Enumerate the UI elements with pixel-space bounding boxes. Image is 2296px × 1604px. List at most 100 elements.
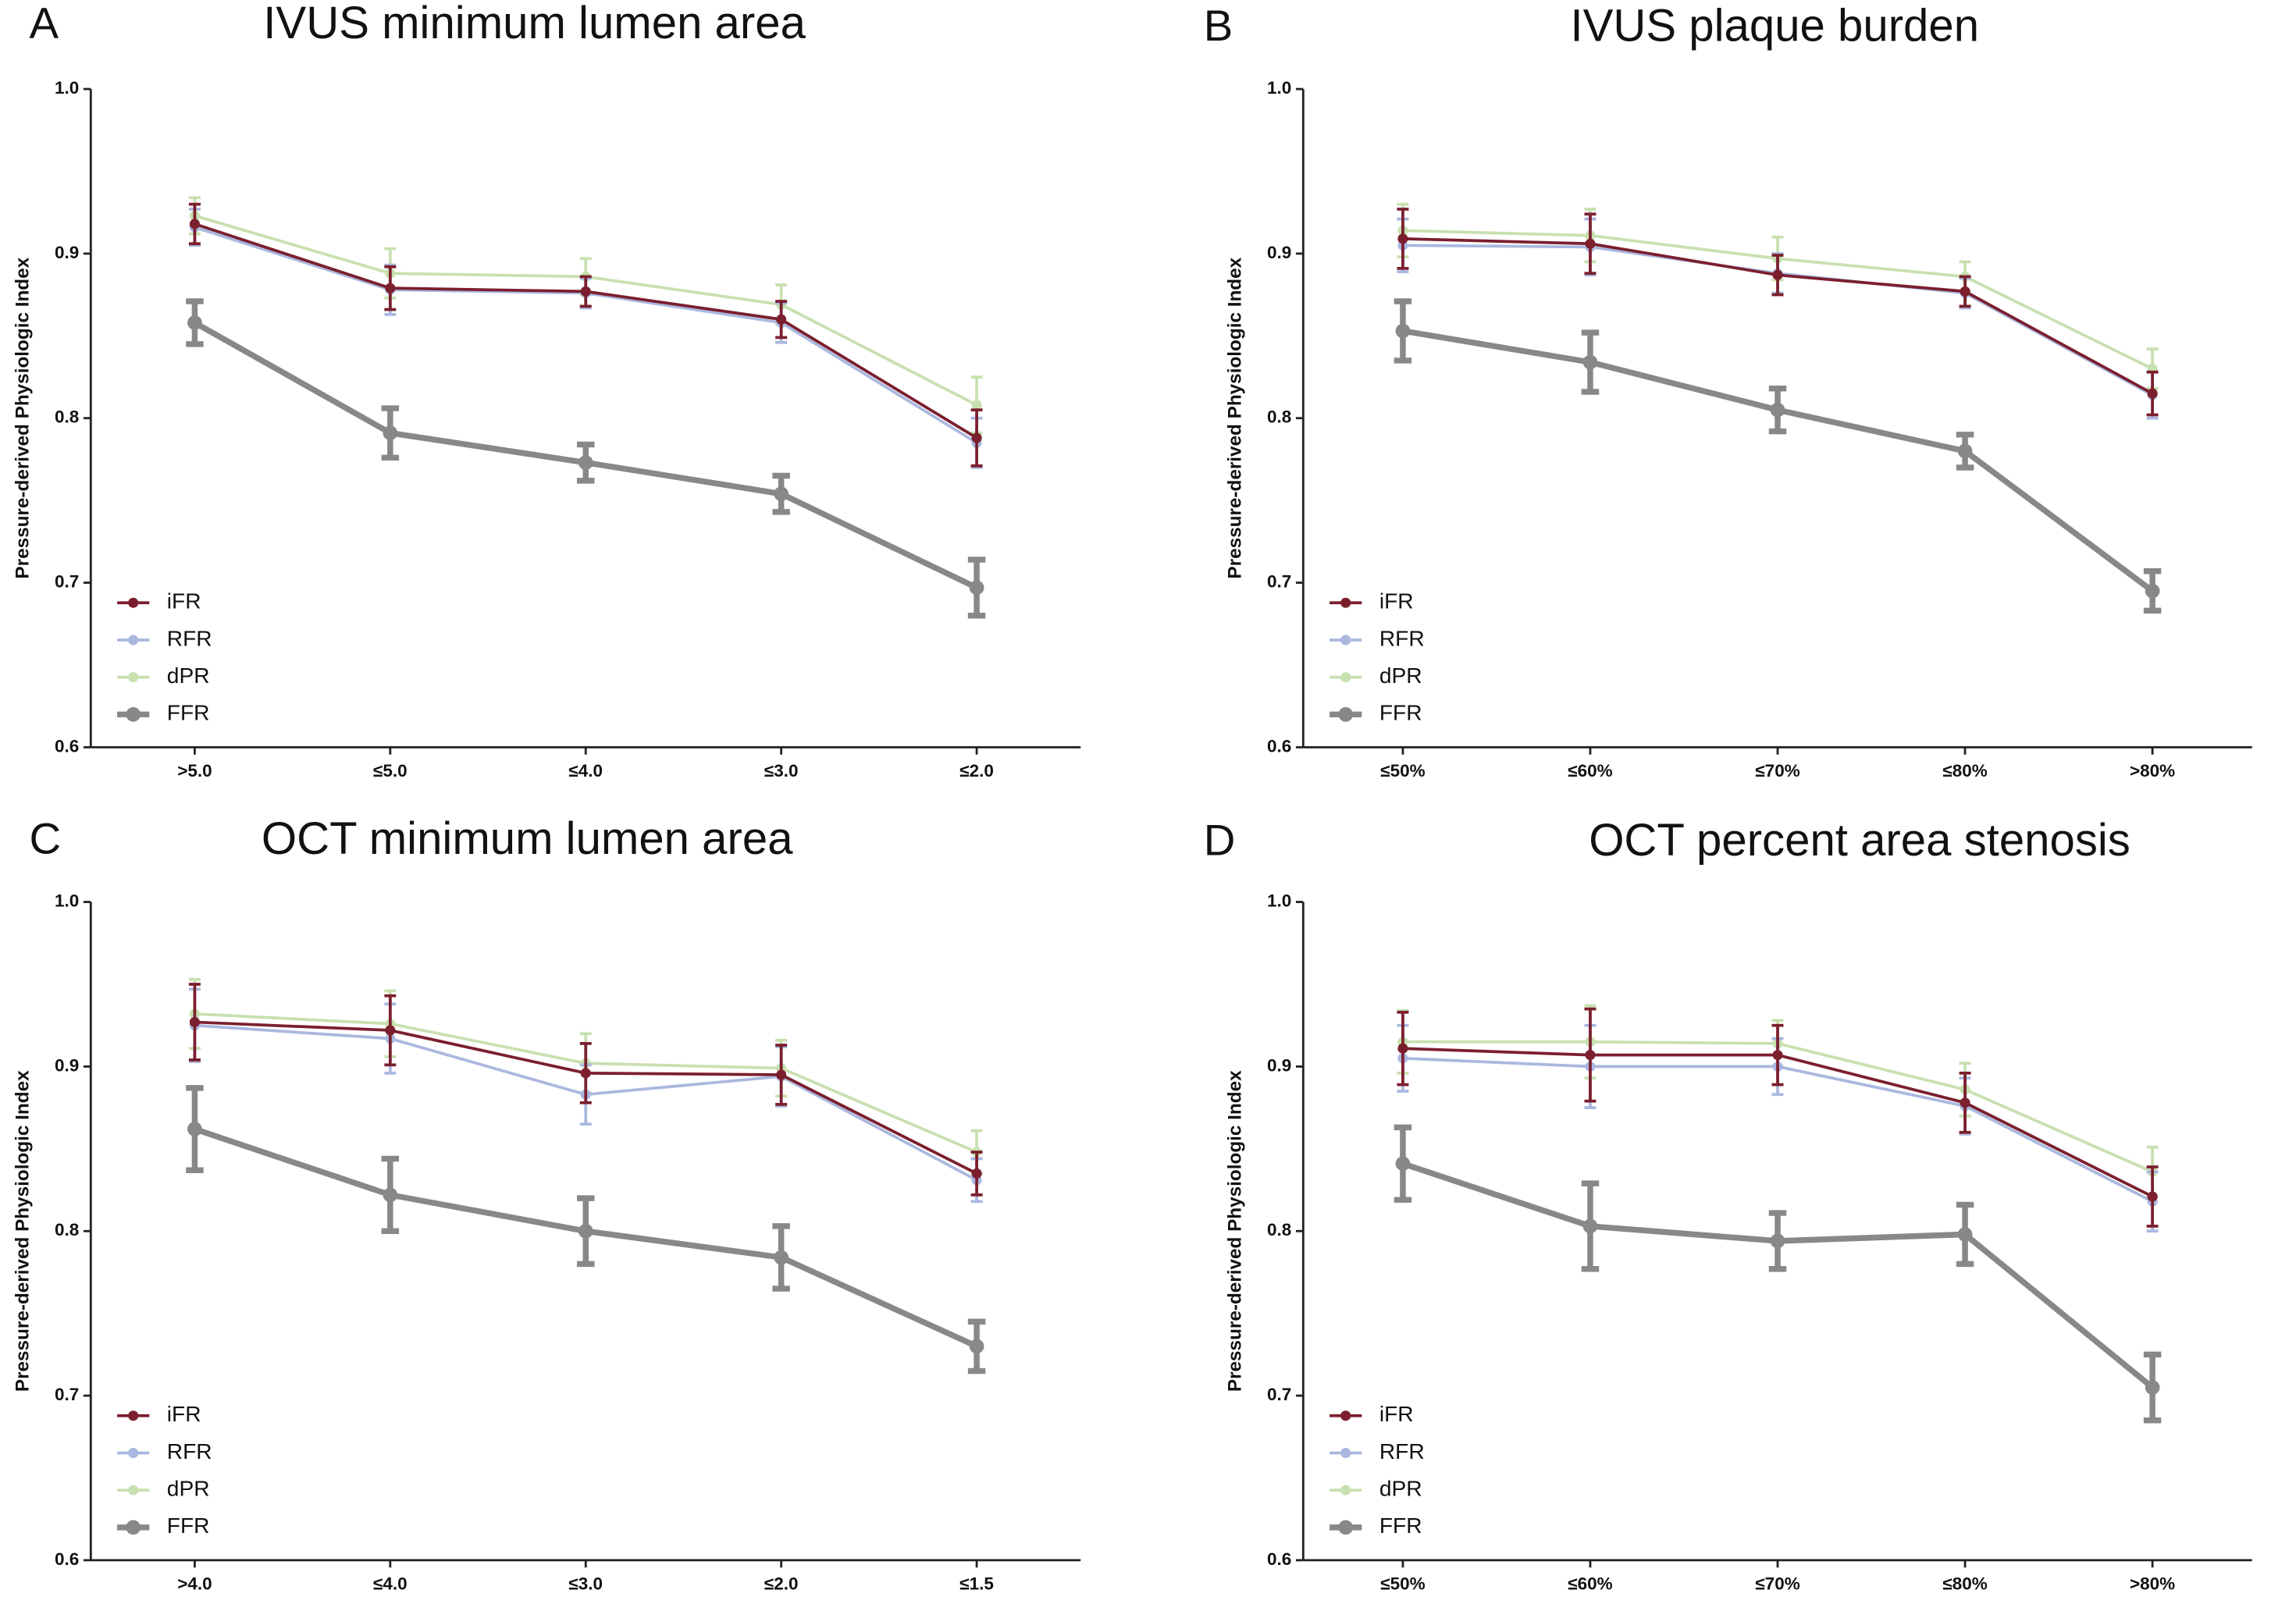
legend-marker [1340, 1485, 1351, 1496]
chart-title: OCT percent area stenosis [1589, 815, 2130, 866]
y-tick-label: 0.8 [1267, 407, 1291, 427]
legend-marker [1338, 706, 1354, 722]
point [187, 1122, 202, 1136]
y-tick-label: 0.7 [55, 1385, 79, 1404]
legend-label: FFR [1379, 701, 1422, 725]
series-line [1402, 328, 2155, 594]
point [580, 1068, 591, 1079]
legend-marker [128, 635, 139, 646]
x-tick-label: ≤2.0 [764, 1574, 799, 1594]
x-tick-label: ≤70% [1755, 761, 1799, 781]
y-tick-label: 0.7 [1267, 1385, 1291, 1404]
point [774, 486, 789, 502]
legend-marker [1340, 635, 1351, 646]
point [2147, 1191, 2158, 1202]
legend-label: RFR [1379, 626, 1425, 650]
legend-label: dPR [1379, 1477, 1422, 1501]
legend-marker [1340, 597, 1351, 608]
point [1395, 323, 1411, 339]
y-tick-label: 0.6 [1267, 736, 1291, 756]
legend-marker [1340, 1410, 1351, 1421]
point [1957, 1227, 1973, 1242]
point [776, 1069, 787, 1080]
series-line [194, 222, 978, 439]
x-tick-label: ≤80% [1942, 761, 1987, 781]
point [578, 455, 593, 470]
point [1397, 1043, 1408, 1054]
series-line [1401, 1161, 2155, 1390]
legend-label: RFR [167, 626, 212, 650]
chart-title: IVUS minimum lumen area [263, 0, 806, 48]
legend-marker [128, 672, 139, 683]
y-tick-label: 1.0 [1267, 78, 1291, 98]
point [1585, 238, 1596, 249]
point [189, 219, 200, 229]
y-axis-label: Pressure-derived Physiologic Index [12, 1070, 33, 1392]
y-tick-label: 1.0 [1267, 891, 1291, 911]
x-tick-label: ≤50% [1380, 1574, 1425, 1594]
x-tick-label: ≤50% [1380, 761, 1425, 781]
legend-marker [128, 1485, 139, 1496]
panel: B IVUS plaque burden Pressure-derived Phys… [1204, 1, 2252, 781]
panel: C OCT minimum lumen area Pressure-derived … [12, 813, 1081, 1594]
legend-marker [1340, 672, 1351, 683]
panel-letter: B [1204, 1, 1233, 50]
point [1772, 269, 1783, 280]
point [776, 314, 787, 325]
legend-label: FFR [1379, 1513, 1422, 1538]
chart-title: OCT minimum lumen area [262, 813, 793, 864]
point [2145, 583, 2160, 599]
point [969, 1339, 984, 1354]
panel: D OCT percent area stenosis Pressure-deriv… [1204, 815, 2252, 1594]
point [1585, 1050, 1596, 1061]
legend-label: FFR [167, 701, 210, 725]
point [971, 432, 982, 443]
legend-label: iFR [167, 1402, 201, 1426]
panel-letter: D [1204, 816, 1236, 865]
x-tick-label: ≤1.5 [959, 1574, 994, 1594]
y-tick-label: 1.0 [55, 891, 79, 911]
point [383, 425, 398, 441]
x-tick-label: ≤5.0 [373, 761, 408, 781]
x-tick-label: ≤70% [1755, 1574, 1799, 1594]
point [385, 283, 396, 293]
panel-letter: C [30, 814, 62, 863]
panel-letter: A [30, 0, 59, 47]
point [1772, 1050, 1783, 1061]
y-tick-label: 0.7 [55, 572, 79, 592]
point [1770, 402, 1785, 418]
legend-label: iFR [167, 589, 201, 614]
point [578, 1223, 593, 1239]
x-tick-label: >80% [2130, 761, 2175, 781]
legend-marker [126, 1520, 141, 1535]
legend-label: dPR [167, 663, 210, 688]
legend-marker [128, 1447, 139, 1459]
point [1395, 1156, 1411, 1172]
point [1582, 354, 1598, 370]
y-tick-label: 1.0 [55, 78, 79, 98]
point [385, 1025, 396, 1036]
point [1397, 233, 1408, 244]
legend-label: dPR [167, 1477, 210, 1501]
point [383, 1187, 398, 1203]
y-axis-label: Pressure-derived Physiologic Index [12, 257, 33, 578]
point [774, 1250, 789, 1265]
y-tick-label: 0.8 [1267, 1220, 1291, 1239]
x-tick-label: ≤4.0 [373, 1574, 408, 1594]
point [189, 1016, 200, 1028]
legend-label: RFR [1379, 1439, 1425, 1464]
x-tick-label: ≤60% [1568, 1574, 1612, 1594]
x-tick-label: >5.0 [177, 761, 212, 781]
y-tick-label: 0.8 [55, 1220, 79, 1239]
legend-label: FFR [167, 1513, 210, 1538]
y-tick-label: 0.8 [55, 407, 79, 427]
legend-label: RFR [167, 1439, 212, 1464]
panel: A IVUS minimum lumen area Pressure-derived… [12, 0, 1081, 781]
point [971, 1168, 982, 1179]
point [187, 315, 202, 330]
x-tick-label: >80% [2130, 1574, 2175, 1594]
point [1957, 443, 1973, 459]
point [2145, 1380, 2160, 1395]
point [580, 286, 591, 297]
